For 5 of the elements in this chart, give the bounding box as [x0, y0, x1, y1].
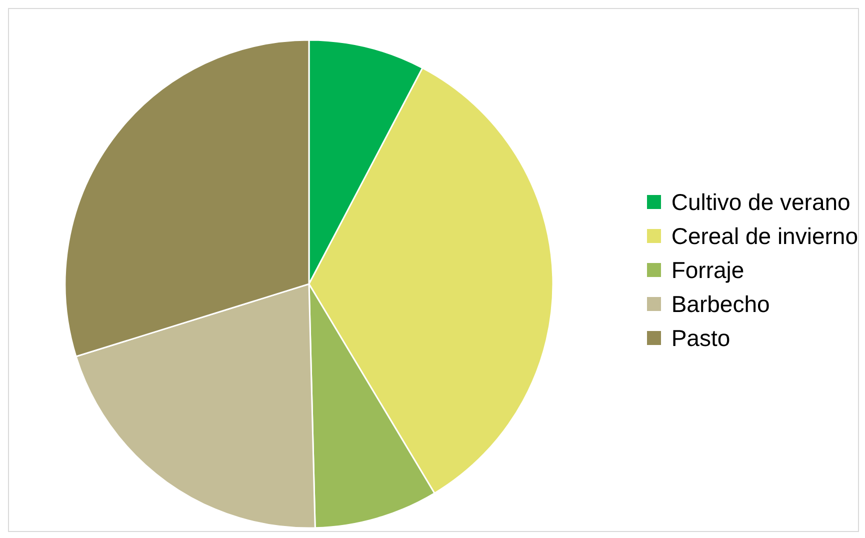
- legend-label: Forraje: [671, 256, 744, 285]
- legend-label: Cereal de invierno: [671, 222, 858, 251]
- legend-label: Barbecho: [671, 290, 770, 319]
- legend-label: Cultivo de verano: [671, 188, 850, 217]
- legend-label: Pasto: [671, 324, 730, 353]
